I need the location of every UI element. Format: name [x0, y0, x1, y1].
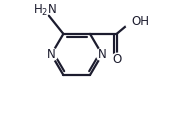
- Text: N: N: [98, 48, 107, 61]
- Text: OH: OH: [131, 15, 149, 28]
- Text: H$_2$N: H$_2$N: [33, 3, 57, 18]
- Text: O: O: [112, 53, 121, 66]
- Text: N: N: [47, 48, 56, 61]
